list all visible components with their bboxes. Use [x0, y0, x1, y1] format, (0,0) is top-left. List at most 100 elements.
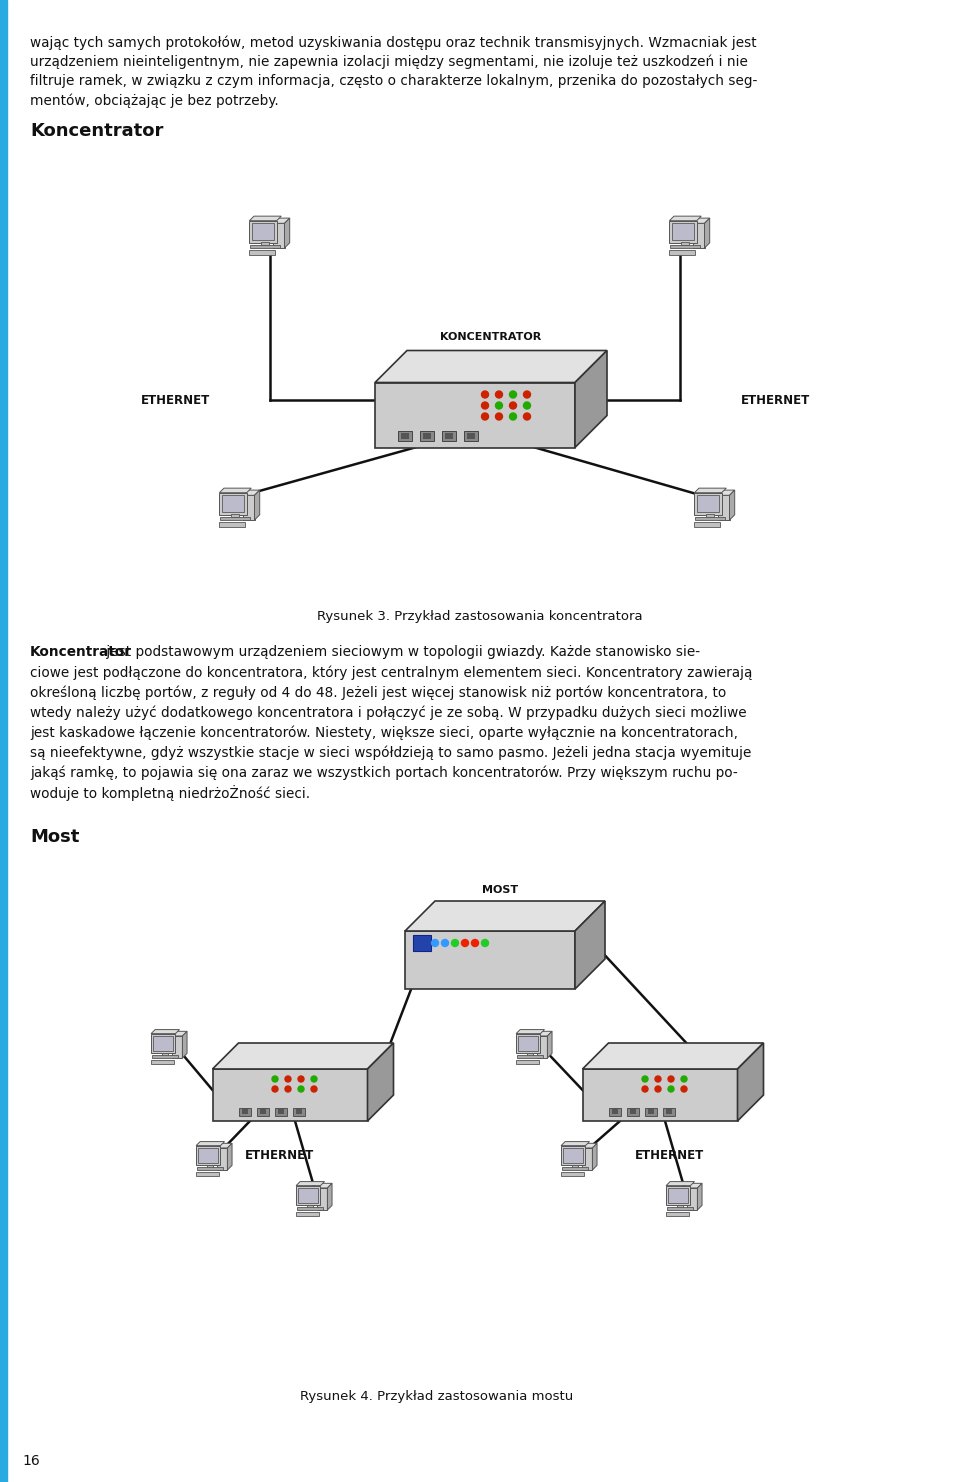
Polygon shape — [537, 1031, 552, 1036]
Polygon shape — [526, 1052, 534, 1055]
Circle shape — [510, 391, 516, 399]
Circle shape — [272, 1086, 278, 1092]
Bar — [666, 1109, 672, 1114]
Circle shape — [495, 402, 502, 409]
Polygon shape — [575, 901, 605, 988]
Polygon shape — [666, 1186, 690, 1205]
Bar — [242, 1109, 248, 1114]
Polygon shape — [243, 491, 260, 495]
Polygon shape — [687, 1183, 702, 1189]
Bar — [663, 1109, 675, 1116]
Polygon shape — [547, 1031, 552, 1058]
Circle shape — [655, 1076, 661, 1082]
Circle shape — [655, 1086, 661, 1092]
Polygon shape — [250, 245, 280, 247]
Polygon shape — [668, 1189, 688, 1203]
Polygon shape — [327, 1183, 332, 1209]
Circle shape — [285, 1076, 291, 1082]
Polygon shape — [154, 1036, 173, 1051]
Circle shape — [495, 391, 502, 399]
Polygon shape — [250, 221, 276, 243]
Polygon shape — [250, 216, 281, 221]
Circle shape — [462, 940, 468, 947]
Polygon shape — [375, 382, 575, 448]
Circle shape — [523, 402, 531, 409]
Circle shape — [298, 1086, 304, 1092]
Polygon shape — [151, 1033, 176, 1054]
Text: Koncentrator: Koncentrator — [30, 645, 132, 659]
Bar — [445, 433, 453, 439]
Circle shape — [681, 1076, 687, 1082]
Text: 16: 16 — [22, 1454, 39, 1469]
Text: Koncentrator: Koncentrator — [30, 122, 163, 139]
Polygon shape — [571, 1165, 579, 1168]
Polygon shape — [537, 1036, 547, 1058]
Circle shape — [523, 391, 531, 399]
Text: jest podstawowym urządzeniem sieciowym w topologii gwiazdy. Każde stanowisko sie: jest podstawowym urządzeniem sieciowym w… — [102, 645, 700, 659]
Bar — [612, 1109, 618, 1114]
Polygon shape — [228, 1143, 232, 1169]
Bar — [467, 433, 475, 439]
Bar — [630, 1109, 636, 1114]
Polygon shape — [694, 488, 727, 492]
Bar — [275, 1109, 287, 1116]
Polygon shape — [273, 224, 284, 247]
Polygon shape — [196, 1141, 225, 1146]
Polygon shape — [575, 351, 607, 448]
Bar — [0, 0, 7, 1482]
Text: mentów, obciążając je bez potrzeby.: mentów, obciążając je bez potrzeby. — [30, 93, 278, 108]
Circle shape — [451, 940, 459, 947]
Polygon shape — [697, 1183, 702, 1209]
Polygon shape — [687, 1189, 697, 1209]
Text: woduje to kompletną niedrżoŻność sieci.: woduje to kompletną niedrżoŻność sieci. — [30, 785, 310, 800]
Polygon shape — [669, 250, 695, 255]
Polygon shape — [718, 495, 730, 520]
Circle shape — [523, 413, 531, 419]
Polygon shape — [299, 1189, 318, 1203]
Polygon shape — [254, 491, 260, 520]
Polygon shape — [220, 492, 247, 514]
Polygon shape — [693, 224, 705, 247]
Circle shape — [482, 402, 489, 409]
Circle shape — [311, 1086, 317, 1092]
Polygon shape — [730, 491, 734, 520]
Circle shape — [510, 402, 516, 409]
Polygon shape — [694, 492, 722, 514]
Polygon shape — [561, 1146, 586, 1165]
Bar — [420, 430, 434, 440]
Polygon shape — [220, 517, 250, 520]
Polygon shape — [217, 1149, 228, 1169]
Polygon shape — [561, 1172, 584, 1175]
Text: ciowe jest podłączone do koncentratora, który jest centralnym elementem sieci. K: ciowe jest podłączone do koncentratora, … — [30, 665, 753, 680]
Circle shape — [482, 413, 489, 419]
Bar — [257, 1109, 269, 1116]
Polygon shape — [219, 522, 245, 526]
Polygon shape — [197, 1168, 224, 1169]
Circle shape — [495, 413, 502, 419]
Bar — [442, 430, 456, 440]
Polygon shape — [564, 1149, 583, 1163]
Bar — [398, 430, 412, 440]
Polygon shape — [151, 1060, 174, 1064]
Polygon shape — [582, 1143, 597, 1149]
Polygon shape — [666, 1181, 694, 1186]
Polygon shape — [693, 218, 709, 224]
Polygon shape — [261, 242, 269, 246]
Circle shape — [681, 1086, 687, 1092]
Bar — [239, 1109, 251, 1116]
Text: filtruje ramek, w związku z czym informacja, często o charakterze lokalnym, prze: filtruje ramek, w związku z czym informa… — [30, 74, 757, 87]
Text: Most: Most — [30, 828, 80, 846]
Polygon shape — [217, 1143, 232, 1149]
Polygon shape — [296, 1186, 321, 1205]
Text: Rysunek 3. Przykład zastosowania koncentratora: Rysunek 3. Przykład zastosowania koncent… — [317, 611, 643, 622]
Bar — [260, 1109, 266, 1114]
Bar — [609, 1109, 621, 1116]
Polygon shape — [220, 488, 252, 492]
Circle shape — [285, 1086, 291, 1092]
Bar — [278, 1109, 284, 1114]
Polygon shape — [669, 221, 697, 243]
Polygon shape — [296, 1181, 324, 1186]
Polygon shape — [516, 1060, 539, 1064]
Polygon shape — [317, 1183, 332, 1189]
Circle shape — [642, 1076, 648, 1082]
